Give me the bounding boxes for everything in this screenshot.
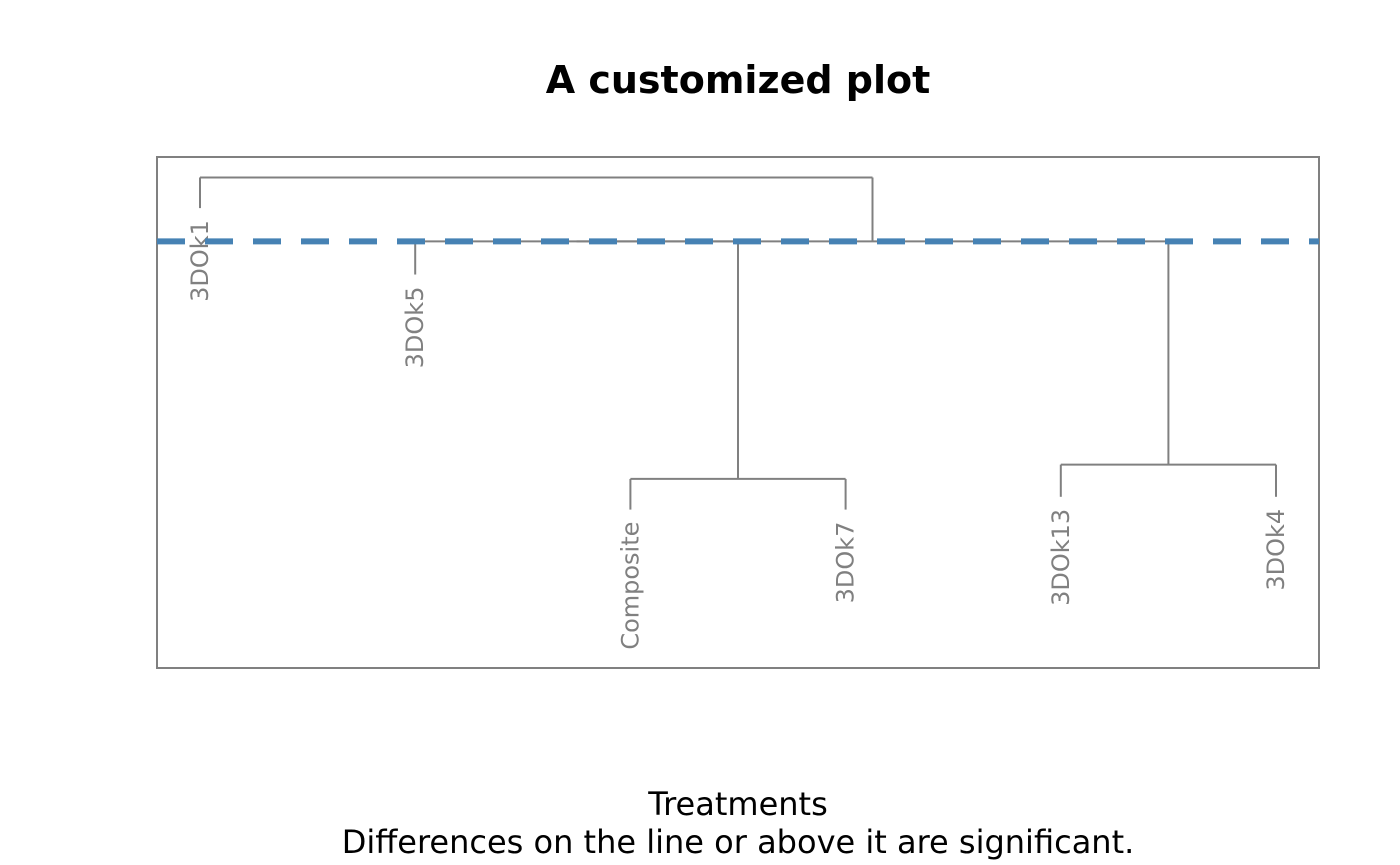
x-axis-label: Treatments (647, 785, 828, 823)
leaf-label-3dok4: 3DOk4 (1262, 509, 1290, 591)
leaf-label-composite: Composite (616, 522, 644, 650)
chart-subtitle: Differences on the line or above it are … (342, 823, 1135, 861)
leaf-label-3dok1: 3DOk1 (186, 220, 214, 302)
leaf-labels: 3DOk1 3DOk5 Composite 3DOk7 3DOk13 3DOk4 (186, 220, 1290, 650)
leaf-label-3dok13: 3DOk13 (1047, 509, 1075, 606)
plot-frame (156, 156, 1320, 669)
dendrogram-branches (198, 176, 1278, 510)
leaf-label-3dok5: 3DOk5 (401, 287, 429, 369)
chart-title: A customized plot (546, 58, 931, 102)
leaf-label-3dok7: 3DOk7 (832, 522, 860, 604)
